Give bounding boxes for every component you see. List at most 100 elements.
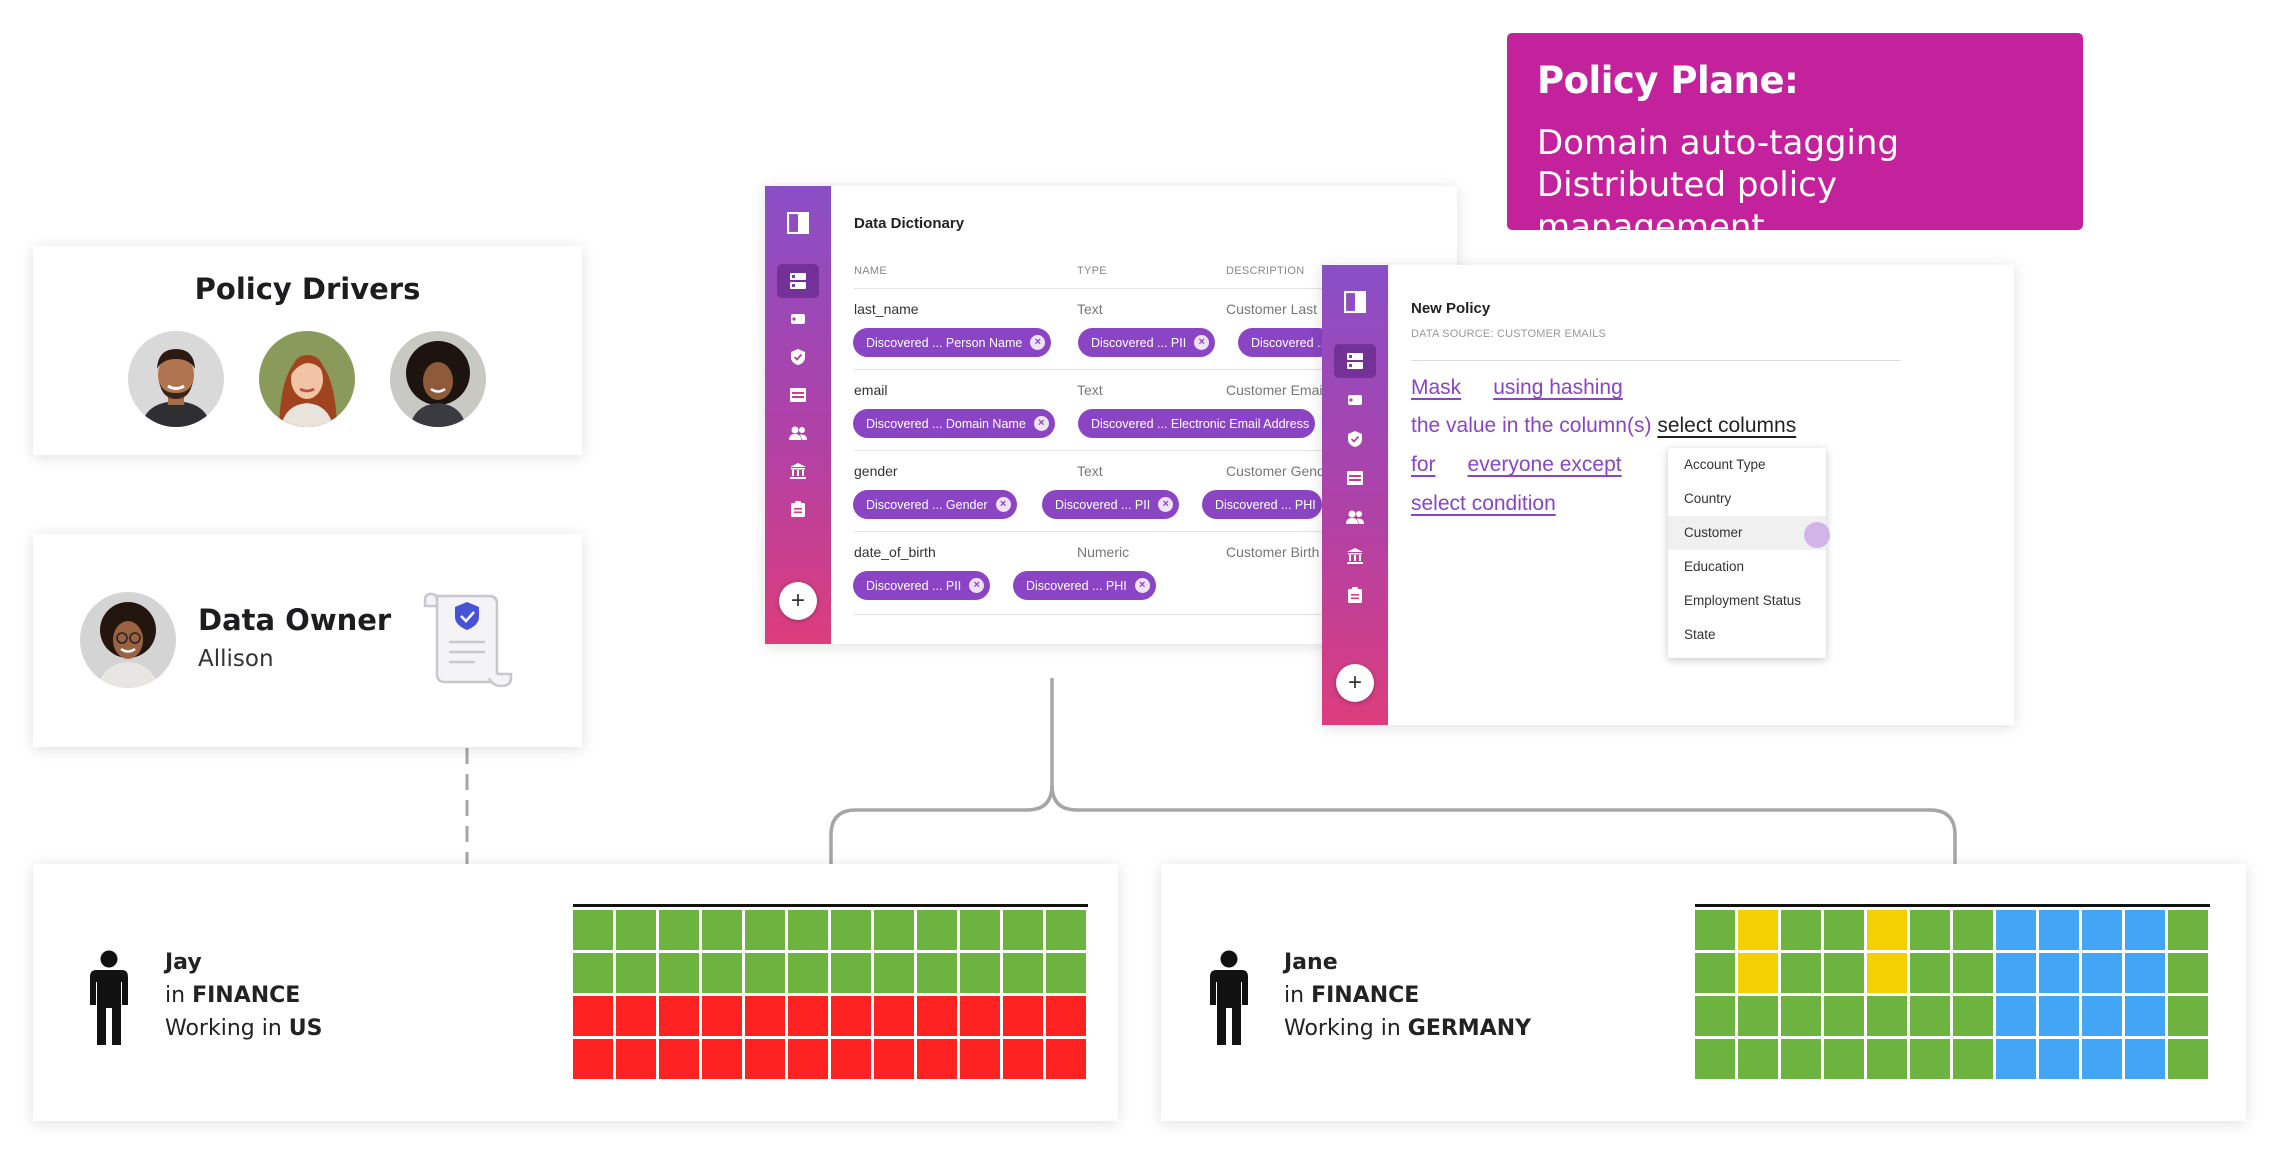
remove-tag-icon[interactable]: × [1134,578,1150,593]
tag-chip-label: Discovered ... PHI [1026,578,1127,593]
grid-cell [960,1039,1000,1079]
remove-tag-icon[interactable]: × [1194,335,1210,350]
option-customer[interactable]: Customer [1668,516,1826,550]
remove-tag-icon[interactable]: × [1033,416,1049,431]
mask-action-link[interactable]: Mask [1411,376,1462,399]
remove-tag-icon[interactable]: × [1158,497,1174,512]
user-card-jane: Jane in FINANCE Working in GERMANY [1161,864,2246,1121]
tag-chip[interactable]: Discovered ... Electronic Email Address [1078,409,1316,438]
grid-header-line [1695,904,2210,907]
grid-cell [874,996,914,1036]
grid-cell [616,996,656,1036]
grid-cell [1695,1039,1735,1079]
grid-cell [2082,953,2122,993]
masking-method-link[interactable]: using hashing [1493,376,1623,399]
tag-icon[interactable] [1334,383,1376,417]
tag-chip[interactable]: Discovered ... Gender × [853,490,1017,519]
grid-cell [659,953,699,993]
grid-cell [788,996,828,1036]
grid-cell [702,953,742,993]
grid-cell [1953,953,1993,993]
field-type: Text [1077,301,1103,317]
grid-cell [2039,953,2079,993]
field-name: email [854,382,888,398]
grid-cell [659,996,699,1036]
tag-chip-label: Discovered ... Gender [866,497,988,512]
sidebar: + [1322,265,1388,725]
grid-cell [702,1039,742,1079]
data-dictionary-window: + Data Dictionary NAME TYPE DESCRIPTION … [765,186,1457,644]
panel-icon[interactable] [777,206,819,240]
tag-chip[interactable]: Discovered ... PII × [853,571,991,600]
tag-chip[interactable]: Discovered ... [1238,328,1334,357]
grid-cell [2125,1039,2165,1079]
tag-chip-label: Discovered ... Domain Name [866,416,1026,431]
tag-chip-label: Discovered ... PII [866,578,962,593]
option-country[interactable]: Country [1684,491,1732,506]
for-link[interactable]: for [1411,453,1436,476]
field-description: Customer Birth [1226,544,1320,560]
tag-chip[interactable]: Discovered ... Person Name × [853,328,1052,357]
everyone-except-link[interactable]: everyone except [1467,453,1622,476]
shield-icon[interactable] [777,340,819,374]
database-icon[interactable] [1334,344,1376,378]
grid-cell [1046,1039,1086,1079]
grid-cell [573,996,613,1036]
column-header-name: NAME [854,265,887,277]
tag-chip[interactable]: Discovered ... PHI × [1013,571,1156,600]
tag-chip[interactable]: Discovered ... PHI [1202,490,1322,519]
bank-icon[interactable] [777,454,819,488]
tag-chip-label: Discovered ... Electronic Email Address [1091,416,1310,431]
users-icon[interactable] [1334,500,1376,534]
grid-cell [616,953,656,993]
grid-cell [2168,996,2208,1036]
grid-cell [2082,910,2122,950]
tag-chip[interactable]: Discovered ... PII × [1078,328,1216,357]
grid-cell [1046,996,1086,1036]
grid-cell [1781,1039,1821,1079]
grid-cell [2168,910,2208,950]
option-employment-status[interactable]: Employment Status [1684,593,1802,608]
add-button[interactable]: + [779,582,817,620]
option-state[interactable]: State [1684,627,1716,642]
tag-chip-label: Discovered ... PII [1091,335,1187,350]
avatar-woman-red-hair [259,331,355,427]
database-icon[interactable] [777,264,819,298]
grid-cell [874,1039,914,1079]
grid-cell [573,1039,613,1079]
grid-header-line [573,904,1088,907]
grid-cell [1910,953,1950,993]
grid-cell [702,910,742,950]
remove-tag-icon[interactable]: × [995,497,1011,512]
shield-icon[interactable] [1334,422,1376,456]
clipboard-icon[interactable] [777,492,819,526]
table-icon[interactable] [777,378,819,412]
panel-icon[interactable] [1334,285,1376,319]
person-icon [87,950,131,1046]
grid-cell [831,996,871,1036]
tag-icon[interactable] [777,302,819,336]
field-type: Text [1077,382,1103,398]
add-button[interactable]: + [1336,664,1374,702]
tag-chip-label: Discovered ... Person Name [866,335,1023,350]
tag-chip[interactable]: Discovered ... Domain Name × [853,409,1055,438]
clipboard-icon[interactable] [1334,578,1376,612]
option-account-type[interactable]: Account Type [1684,457,1766,472]
data-access-grid [1695,904,2210,1084]
users-icon[interactable] [777,416,819,450]
table-icon[interactable] [1334,461,1376,495]
bank-icon[interactable] [1334,539,1376,573]
field-type: Text [1077,463,1103,479]
tag-chip[interactable]: Discovered ... PII × [1042,490,1180,519]
select-columns-link[interactable]: select columns [1657,414,1797,437]
grid-cell [788,1039,828,1079]
remove-tag-icon[interactable]: × [1030,335,1046,350]
grid-cell [745,953,785,993]
dept-prefix: in [165,983,193,1008]
select-condition-link[interactable]: select condition [1411,492,1556,515]
remove-tag-icon[interactable]: × [969,578,985,593]
avatar-man [128,331,224,427]
grid-cell [831,1039,871,1079]
option-education[interactable]: Education [1684,559,1745,574]
grid-cell [1996,996,2036,1036]
